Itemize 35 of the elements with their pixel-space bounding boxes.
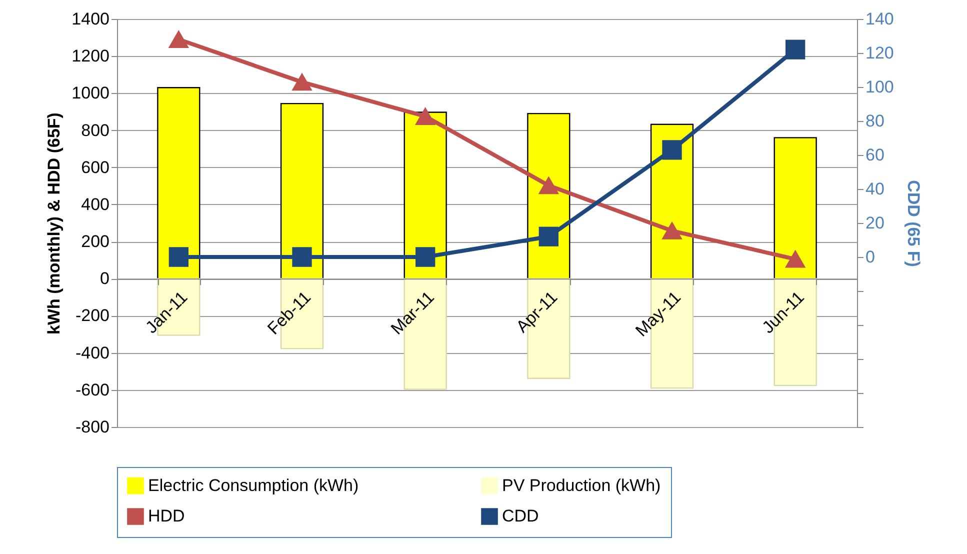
y-tick-label: 600 <box>81 158 110 177</box>
y2-tick-label: 0 <box>866 248 875 266</box>
point <box>168 30 188 48</box>
y2-tick-label: 100 <box>866 78 894 96</box>
y2-axis-title: CDD (65 F) <box>904 180 923 267</box>
y2-tick-label: 80 <box>866 112 884 130</box>
y-tick-label: -600 <box>75 380 110 400</box>
legend-label: CDD <box>502 506 539 526</box>
y-tick-label: -400 <box>75 343 110 362</box>
y2-tick-label: 20 <box>866 214 884 232</box>
y-tick-label: 1200 <box>72 46 110 66</box>
y-tick-label: -200 <box>75 306 110 326</box>
point <box>292 73 312 91</box>
y-tick-label: 200 <box>81 232 110 252</box>
point <box>416 108 436 125</box>
point <box>662 222 682 240</box>
bar <box>280 102 324 280</box>
y-tick-label: 400 <box>81 194 110 214</box>
y2-tick-label: 140 <box>866 10 894 28</box>
y-tick-label: -800 <box>75 418 110 436</box>
legend-label: PV Production (kWh) <box>502 476 661 495</box>
y-tick-label: 800 <box>81 120 110 140</box>
y-tick-label: 1400 <box>72 10 110 28</box>
bar <box>774 137 817 280</box>
point <box>538 176 558 194</box>
y-axis-title: kWh (monthly) & HDD (65F) <box>44 112 64 334</box>
bar <box>157 87 200 280</box>
y2-tick-label: 60 <box>866 146 884 164</box>
point <box>786 250 806 268</box>
y-tick-label: 0 <box>100 269 110 288</box>
y-tick-label: 1000 <box>72 84 110 103</box>
y2-tick-label: 120 <box>866 44 894 62</box>
y2-tick-label: 40 <box>866 180 884 198</box>
legend-label: Electric Consumption (kWh) <box>148 476 359 495</box>
legend-label: HDD <box>148 506 185 526</box>
